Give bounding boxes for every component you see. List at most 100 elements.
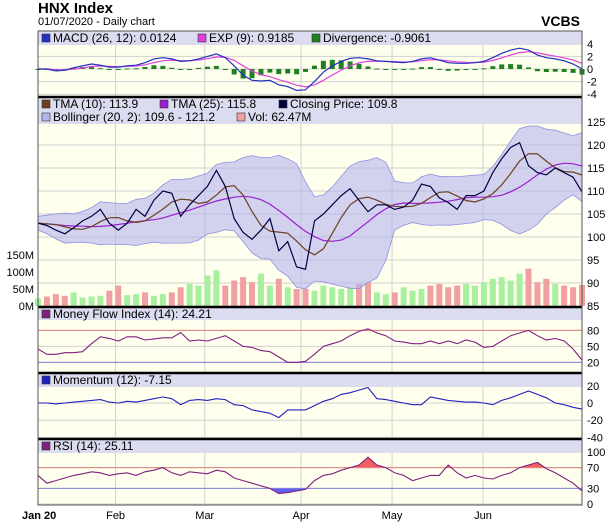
volume-bar: [70, 292, 77, 306]
x-axis-label: Mar: [195, 510, 214, 522]
price-ytick: 95: [587, 255, 599, 267]
divergence-bar: [418, 67, 424, 69]
volume-bar: [61, 295, 68, 306]
volume-bar: [364, 282, 371, 306]
volume-bar: [142, 292, 149, 306]
volume-bar: [436, 283, 443, 306]
volume-bar: [106, 290, 113, 306]
momentum-legend-0: Momentum (12): -7.15: [53, 373, 172, 387]
volume-bar: [400, 287, 407, 306]
chart-title: HNX Index: [38, 0, 114, 17]
divergence-bar: [187, 69, 193, 70]
divergence-bar: [436, 69, 442, 70]
price-legend-2: Closing Price: 109.8: [290, 97, 398, 111]
price-legend-0: TMA (10): 113.9: [53, 97, 138, 111]
rsi-ytick: 100: [587, 447, 605, 459]
brand-label: VCBS: [541, 13, 580, 29]
volume-bar: [52, 294, 59, 306]
rsi-ytick: 70: [587, 463, 599, 475]
closing-price-line: [37, 141, 583, 270]
x-axis-label: May: [382, 510, 403, 522]
macd-ytick: 0: [587, 64, 593, 76]
volume-bar: [480, 282, 487, 306]
divergence-bar: [365, 66, 371, 69]
x-axis-label: Feb: [106, 510, 125, 522]
volume-bar: [454, 285, 461, 306]
macd-legend-1: EXP (9): 0.9185: [209, 31, 294, 45]
volume-bar: [302, 289, 309, 306]
price-ytick: 120: [587, 140, 605, 152]
momentum-ytick: 20: [587, 381, 599, 393]
volume-bar: [257, 273, 264, 306]
price-legend-4: Vol: 62.47M: [248, 110, 311, 124]
volume-ytick: 50M: [13, 284, 34, 296]
divergence-bar: [570, 69, 576, 73]
price-ytick: 110: [587, 186, 605, 198]
rsi-ytick: 0: [587, 499, 593, 511]
volume-bar: [115, 285, 122, 306]
divergence-bar: [124, 68, 130, 70]
chart-subtitle: 01/07/2020 - Daily chart: [38, 16, 155, 28]
divergence-bar: [231, 69, 237, 75]
divergence-bar: [410, 68, 416, 70]
volume-bar: [507, 280, 514, 306]
volume-bar: [133, 294, 140, 306]
volume-bar: [552, 283, 559, 306]
volume-bar: [543, 278, 550, 306]
macd-ytick: 2: [587, 51, 593, 63]
divergence-bar: [204, 66, 210, 69]
macd-legend-swatch: [197, 33, 207, 43]
divergence-bar: [508, 64, 514, 69]
volume-bar: [195, 285, 202, 306]
volume-bar: [498, 277, 505, 306]
tma25-line: [37, 162, 583, 242]
divergence-bar: [401, 69, 407, 70]
divergence-bar: [285, 69, 291, 74]
divergence-bar: [534, 69, 540, 72]
volume-bar: [222, 285, 229, 306]
macd-legend-swatch: [41, 33, 51, 43]
volume-ytick: 100M: [6, 267, 34, 279]
divergence-bar: [552, 69, 558, 72]
divergence-bar: [142, 66, 148, 69]
divergence-bar: [454, 69, 460, 71]
momentum-line: [38, 386, 583, 419]
momentum-ytick: -20: [587, 415, 603, 427]
volume-ytick: 0M: [19, 301, 34, 313]
momentum-ytick: -40: [587, 432, 603, 444]
macd-ytick: -2: [587, 77, 597, 89]
volume-bar: [338, 289, 345, 306]
volume-bar: [347, 287, 354, 306]
volume-bar: [150, 295, 157, 306]
divergence-bar: [97, 68, 103, 70]
divergence-bar: [543, 69, 549, 73]
volume-ytick: 150M: [6, 250, 34, 262]
price-legend-swatch: [236, 112, 246, 122]
momentum-legend-swatch: [41, 375, 51, 385]
divergence-bar: [151, 65, 157, 69]
price-legend-swatch: [159, 99, 169, 109]
volume-bar: [516, 273, 523, 306]
volume-bar: [231, 280, 238, 306]
divergence-bar: [490, 66, 496, 69]
volume-bar: [168, 292, 175, 306]
divergence-bar: [222, 69, 228, 70]
price-ytick: 105: [587, 209, 605, 221]
volume-bar: [275, 278, 282, 306]
divergence-bar: [311, 65, 317, 69]
divergence-bar: [463, 69, 469, 70]
volume-bar: [391, 292, 398, 306]
price-legend-swatch: [41, 112, 51, 122]
divergence-bar: [472, 69, 478, 70]
volume-bar: [418, 289, 425, 306]
divergence-bar: [294, 69, 300, 75]
divergence-bar: [169, 67, 175, 69]
mfi-ytick: 50: [587, 341, 599, 353]
price-legend-1: TMA (25): 115.8: [171, 97, 256, 111]
momentum-ytick: 0: [587, 398, 593, 410]
volume-bar: [311, 290, 318, 306]
volume-bar: [293, 289, 300, 306]
divergence-bar: [303, 69, 309, 72]
divergence-bar: [445, 69, 451, 71]
macd-legend-2: Divergence: -0.9061: [323, 31, 431, 45]
